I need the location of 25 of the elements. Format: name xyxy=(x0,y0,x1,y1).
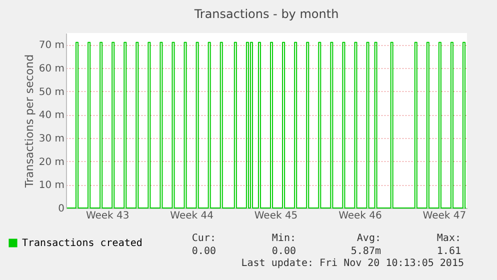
text: Last update: Fri Nov 20 10:13:05 2015 xyxy=(241,258,464,269)
text: Min: xyxy=(272,233,296,244)
x-tick-label: Week 43 xyxy=(86,210,130,222)
text: Cur: xyxy=(192,233,216,244)
y-tick-label: 20 m xyxy=(38,156,64,168)
y-axis-title: Transactions per second xyxy=(22,54,36,189)
text: 0.00 xyxy=(272,246,296,257)
x-tick-label: Week 46 xyxy=(338,210,382,222)
text: Max: xyxy=(436,233,461,244)
legend-label: Transactions created xyxy=(22,238,142,249)
text: Avg: xyxy=(356,233,381,244)
y-tick-label: 70 m xyxy=(38,40,64,52)
chart-title: Transactions - by month xyxy=(193,7,339,21)
y-tick-label: 40 m xyxy=(38,110,64,122)
x-tick-label: Week 45 xyxy=(254,210,298,222)
text: 5.87m xyxy=(350,246,381,257)
text: 0.00 xyxy=(192,246,216,257)
y-tick-label: 50 m xyxy=(38,86,64,98)
y-tick-label: 30 m xyxy=(38,134,64,144)
y-tick-label: 10 m xyxy=(38,180,64,192)
text: 1.61 xyxy=(436,246,461,257)
y-tick-label: 0 xyxy=(58,204,64,214)
y-tick-label: 60 m xyxy=(38,64,64,74)
x-tick-label: Week 47 xyxy=(422,210,466,222)
x-tick-label: Week 44 xyxy=(170,210,214,222)
